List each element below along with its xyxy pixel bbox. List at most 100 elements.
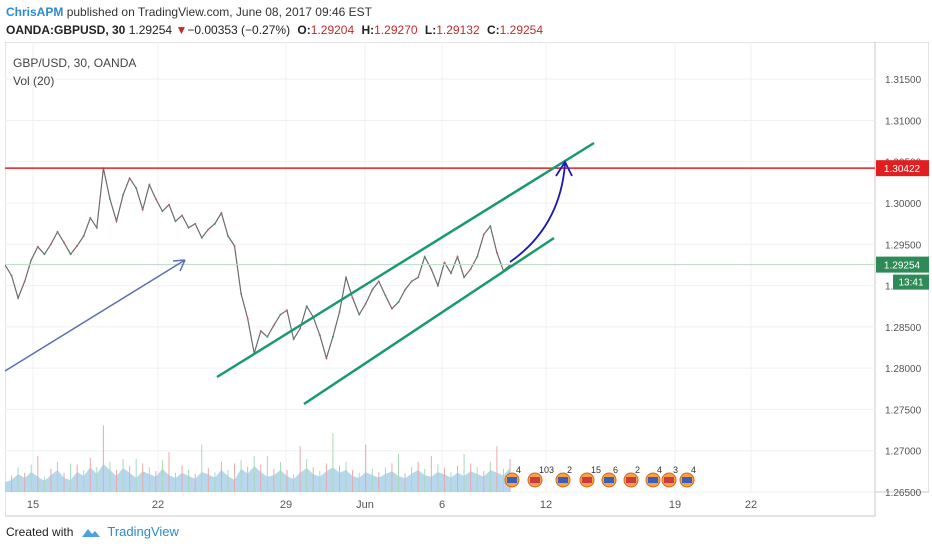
price-point bbox=[272, 324, 275, 327]
price-point bbox=[161, 210, 164, 213]
trend-arrow-line[interactable] bbox=[4, 259, 186, 372]
published-text: published on TradingView.com, June 08, 2… bbox=[66, 5, 373, 19]
price-point bbox=[463, 276, 466, 279]
price-point bbox=[56, 230, 59, 233]
event-count-label: 2 bbox=[635, 465, 640, 475]
open-value: 1.29204 bbox=[310, 23, 355, 37]
calendar-event[interactable]: 6 bbox=[601, 465, 618, 488]
flag-stripe bbox=[648, 477, 658, 483]
low-label: L: bbox=[424, 23, 437, 37]
channel-upper-line[interactable] bbox=[216, 141, 595, 379]
channel-lower-line[interactable] bbox=[303, 236, 555, 406]
price-point bbox=[358, 313, 361, 316]
y-tick-label: 1.28000 bbox=[885, 364, 922, 375]
close-label: C: bbox=[486, 23, 500, 37]
price-point bbox=[207, 228, 210, 231]
price-point bbox=[108, 197, 111, 200]
calendar-event[interactable]: 3 bbox=[661, 465, 678, 488]
current-price-label: 1.29254 bbox=[884, 261, 921, 272]
price-point bbox=[200, 236, 203, 239]
price-point bbox=[95, 226, 98, 229]
price-point bbox=[227, 235, 229, 237]
footer: Created with TradingView bbox=[6, 524, 179, 539]
low-value: 1.29132 bbox=[436, 23, 480, 37]
price-point bbox=[450, 272, 452, 275]
price-point bbox=[187, 226, 190, 229]
flag-stripe bbox=[530, 477, 540, 483]
price-point bbox=[390, 307, 393, 310]
x-tick-label: Jun bbox=[356, 499, 374, 511]
y-tick-label: 1.31000 bbox=[885, 116, 922, 127]
y-tick-label: 1.28500 bbox=[885, 323, 922, 334]
price-point bbox=[36, 245, 39, 248]
price-point bbox=[63, 241, 65, 244]
price-point bbox=[168, 203, 170, 206]
x-tick-label: 6 bbox=[439, 499, 445, 511]
price-point bbox=[233, 244, 236, 247]
price-point bbox=[404, 288, 407, 291]
price-point bbox=[17, 297, 20, 299]
price-change: −0.00353 (−0.27%) bbox=[187, 23, 291, 37]
calendar-event[interactable]: 4 bbox=[679, 465, 696, 488]
event-count-label: 6 bbox=[613, 465, 618, 475]
symbol-label: OANDA:GBPUSD, 30 bbox=[6, 23, 126, 37]
projection-arrow-curve[interactable] bbox=[509, 163, 566, 263]
calendar-event[interactable]: 2 bbox=[555, 465, 572, 488]
volume-indicator-label[interactable]: Vol (20) bbox=[13, 74, 54, 88]
price-point bbox=[174, 220, 177, 223]
price-point bbox=[89, 216, 92, 219]
price-point bbox=[246, 317, 249, 320]
event-count-label: 4 bbox=[657, 465, 662, 475]
price-point bbox=[181, 214, 184, 217]
price-point bbox=[82, 235, 85, 237]
event-count-label: 3 bbox=[673, 465, 678, 475]
calendar-event[interactable]: 103 bbox=[527, 465, 554, 488]
plot-area[interactable] bbox=[4, 41, 876, 493]
resistance-price-label: 1.30422 bbox=[884, 164, 921, 175]
price-point bbox=[469, 268, 472, 271]
price-point bbox=[30, 259, 33, 261]
event-count-label: 2 bbox=[567, 465, 572, 475]
volume-area bbox=[5, 464, 510, 492]
price-point bbox=[482, 233, 485, 236]
price-series-line[interactable] bbox=[4, 168, 511, 361]
price-point bbox=[305, 305, 308, 308]
price-point bbox=[154, 197, 157, 200]
flag-stripe bbox=[626, 477, 636, 483]
down-arrow-icon: ▼ bbox=[175, 23, 188, 37]
price-point bbox=[240, 292, 243, 295]
projection-arrowhead-icon bbox=[555, 160, 573, 177]
calendar-event[interactable]: 4 bbox=[645, 465, 662, 488]
time-axis[interactable] bbox=[4, 491, 876, 517]
event-count-label: 103 bbox=[539, 465, 554, 475]
price-point bbox=[456, 255, 459, 258]
x-tick-label: 15 bbox=[27, 499, 39, 511]
price-point bbox=[279, 313, 282, 316]
x-tick-label: 19 bbox=[669, 499, 681, 511]
price-point bbox=[430, 268, 433, 271]
trend-arrowhead-icon bbox=[172, 259, 186, 272]
last-price: 1.29254 bbox=[128, 23, 173, 37]
price-point bbox=[345, 276, 347, 279]
high-label: H: bbox=[361, 23, 375, 37]
countdown-label: 13:41 bbox=[898, 278, 923, 289]
price-point bbox=[397, 301, 400, 304]
author-link[interactable]: ChrisAPM bbox=[6, 5, 64, 19]
created-with-text: Created with bbox=[6, 524, 74, 539]
price-point bbox=[115, 220, 118, 223]
calendar-event[interactable]: 4 bbox=[504, 465, 521, 488]
y-tick-label: 1.26500 bbox=[885, 488, 922, 499]
y-tick-label: 1.27000 bbox=[885, 447, 922, 458]
open-label: O: bbox=[297, 23, 311, 37]
price-point bbox=[318, 334, 321, 337]
calendar-event[interactable]: 15 bbox=[579, 465, 601, 488]
high-value: 1.29270 bbox=[374, 23, 418, 37]
flag-stripe bbox=[682, 477, 692, 483]
tradingview-brand[interactable]: TradingView bbox=[107, 524, 179, 539]
calendar-event[interactable]: 2 bbox=[623, 465, 640, 488]
price-point bbox=[213, 222, 216, 225]
publish-line: ChrisAPM published on TradingView.com, J… bbox=[6, 5, 372, 19]
price-point bbox=[410, 280, 413, 283]
